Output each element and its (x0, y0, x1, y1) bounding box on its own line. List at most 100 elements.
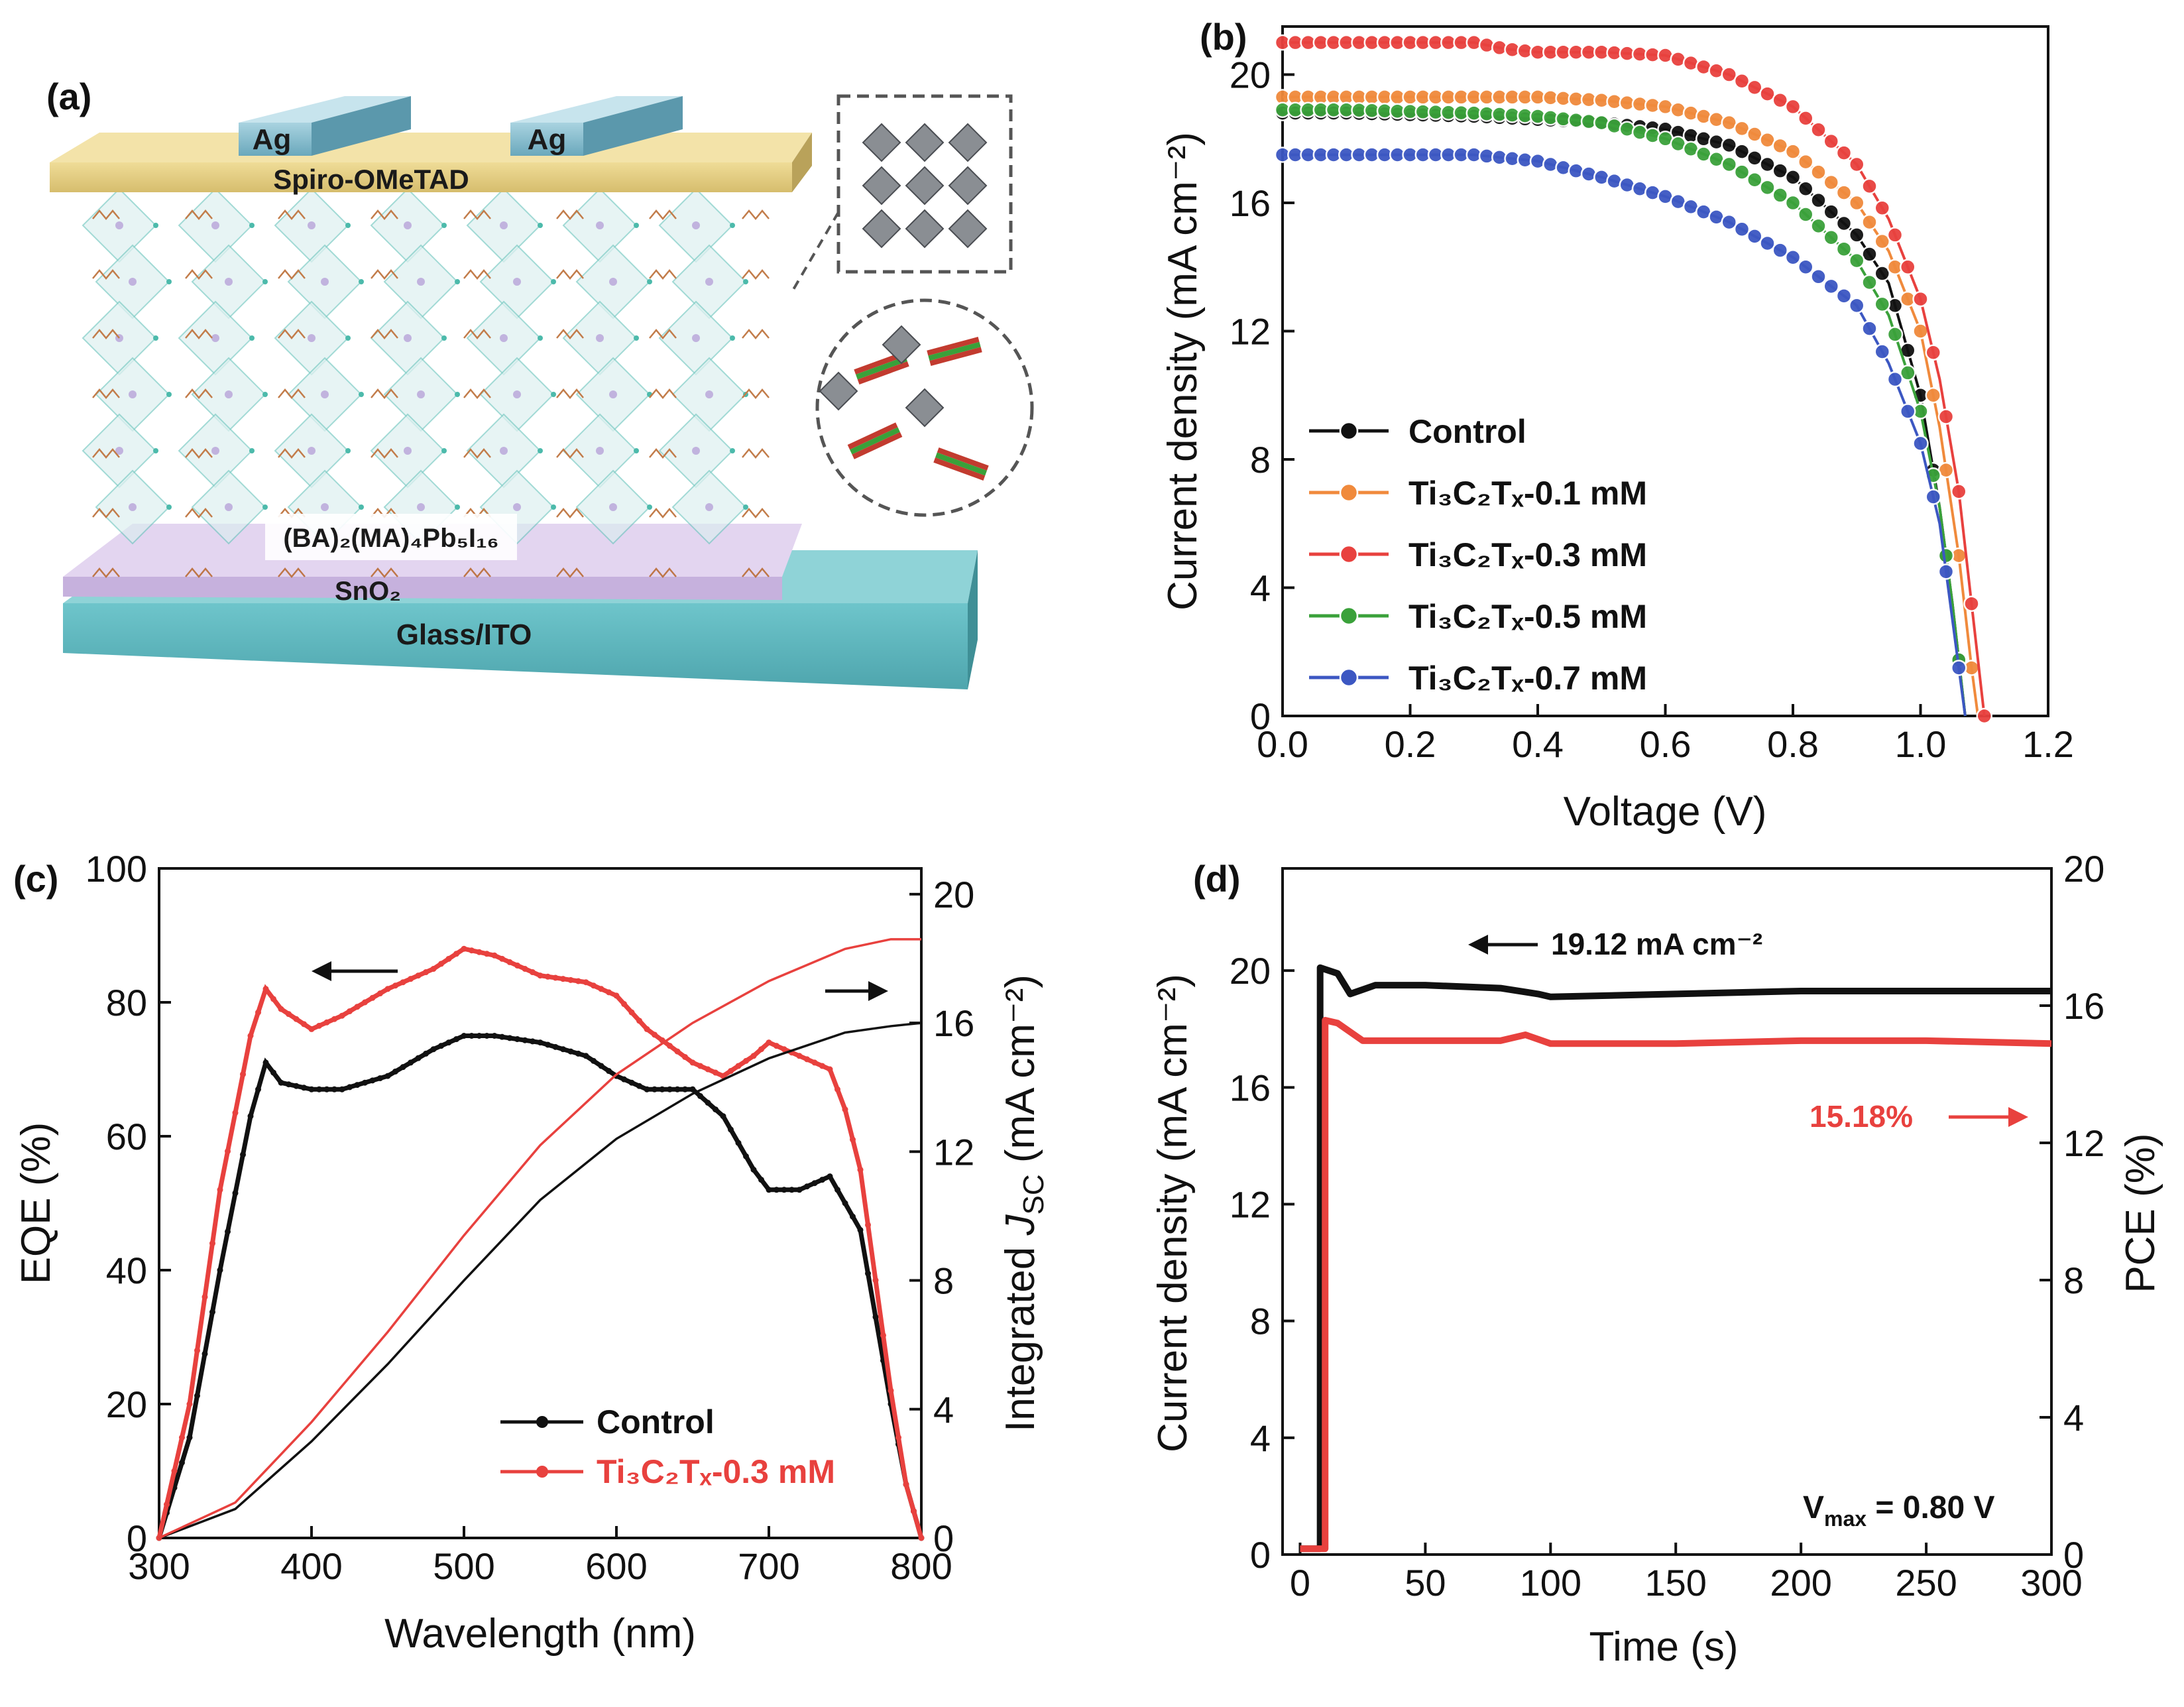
y-tick-label: 80 (106, 982, 147, 1024)
jv-marker (1937, 547, 1955, 564)
eqe-marker (506, 959, 513, 965)
perovskite-lattice (82, 188, 770, 578)
eqe-marker (598, 1063, 604, 1069)
eqe-marker (453, 1036, 459, 1043)
jv-marker (1900, 259, 1916, 276)
jv-marker (1912, 435, 1929, 452)
eqe-marker (445, 1039, 452, 1046)
d-x-axis-title: Time (s) (1589, 1624, 1739, 1670)
y-tick-label: 20 (106, 1383, 147, 1425)
eqe-marker (354, 1004, 361, 1010)
inset-octahedron (862, 166, 901, 206)
y-tick-label: 8 (1250, 439, 1271, 481)
eqe-marker (728, 1126, 734, 1133)
eqe-marker (872, 1277, 879, 1283)
eqe-marker (453, 951, 459, 957)
eqe-marker (606, 989, 612, 996)
eqe-marker (225, 1228, 231, 1235)
organic-chain (649, 448, 677, 459)
b-legend: Control Ti₃C₂Tₓ-0.1 mM Ti₃C₂Tₓ-0.3 mM Ti₃C₂… (1309, 413, 1647, 697)
lattice-atom (551, 279, 556, 284)
y-right-tick-label: 0 (933, 1517, 954, 1559)
etl-label: SnO₂ (335, 577, 401, 606)
organic-chain (649, 508, 677, 518)
lattice-atom (211, 334, 219, 342)
lattice-atom (321, 278, 329, 286)
c-arrow-left (312, 961, 398, 981)
jv-marker (1810, 217, 1827, 235)
lattice-atom (500, 447, 508, 455)
jv-marker (1759, 86, 1776, 102)
lattice-atom (538, 335, 543, 341)
d-vmax-value: = 0.80 V (1867, 1490, 1994, 1525)
x-tick-label: 400 (280, 1545, 342, 1587)
inset-octahedron (905, 209, 945, 249)
legend-label: Control (1408, 413, 1526, 450)
eqe-marker (194, 1392, 200, 1399)
eqe-marker (255, 1086, 261, 1092)
eqe-marker (179, 1435, 185, 1441)
eqe-marker (415, 1055, 422, 1061)
jv-marker (1849, 156, 1865, 173)
lattice-atom (345, 448, 351, 453)
jv-marker (1823, 278, 1839, 295)
panel-c-letter: (c) (13, 858, 58, 900)
lattice-atom (730, 335, 735, 341)
eqe-marker (301, 1085, 307, 1091)
organic-chain (649, 269, 677, 280)
panel-a-letter: (a) (46, 76, 91, 117)
jv-marker (1823, 229, 1839, 246)
jv-marker (1861, 178, 1878, 195)
eqe-marker (316, 1022, 322, 1029)
eqe-marker (392, 982, 398, 989)
y-tick-label: 8 (1250, 1301, 1271, 1342)
organic-chain (463, 567, 491, 578)
jv-marker (1951, 483, 1967, 500)
eqe-marker (232, 1110, 239, 1116)
eqe-marker (682, 1053, 688, 1060)
eqe-marker (697, 1092, 703, 1099)
lattice-atom (705, 390, 713, 398)
inset-octahedron (948, 166, 988, 206)
eqe-marker (293, 1083, 300, 1089)
jv-marker (1733, 221, 1751, 237)
inset-leader-top (791, 211, 840, 293)
legend-marker (1339, 668, 1359, 687)
jv-marker (1937, 563, 1955, 580)
eqe-marker (262, 1059, 269, 1066)
organic-chain (92, 269, 120, 280)
jv-marker (1886, 227, 1904, 243)
jv-marker (1937, 408, 1955, 425)
lattice-atom (538, 223, 543, 228)
jv-marker (1976, 707, 1992, 725)
jv-marker (1733, 164, 1751, 180)
lattice-atom (225, 278, 233, 286)
eqe-marker (217, 1187, 223, 1193)
eqe-marker (766, 1187, 772, 1193)
lattice-atom (596, 334, 604, 342)
eqe-marker (583, 979, 589, 986)
eqe-marker (476, 949, 483, 955)
x-tick-label: 0.6 (1640, 723, 1692, 765)
organic-chain (185, 448, 213, 459)
y-right-tick-label: 4 (2063, 1397, 2084, 1439)
eqe-marker (530, 969, 536, 976)
lattice-atom (743, 504, 748, 510)
lattice-atom (345, 335, 351, 341)
eqe-marker (286, 1011, 292, 1018)
y-right-tick-label: 8 (933, 1260, 954, 1302)
eqe-marker (834, 1187, 840, 1193)
x-tick-label: 0.4 (1512, 723, 1564, 765)
jv-marker (1874, 265, 1890, 282)
mxene-flake (847, 422, 903, 459)
lattice-atom (692, 447, 700, 455)
eqe-marker (484, 951, 490, 957)
lattice-atom (166, 392, 172, 397)
jv-marker (1784, 194, 1802, 211)
lattice-atom (647, 504, 652, 510)
organic-chain (742, 508, 770, 518)
d-vmax-sub: max (1824, 1507, 1867, 1531)
organic-chain (185, 329, 213, 339)
eqe-marker (423, 1050, 429, 1057)
y-right-tick-label: 20 (2063, 848, 2104, 890)
